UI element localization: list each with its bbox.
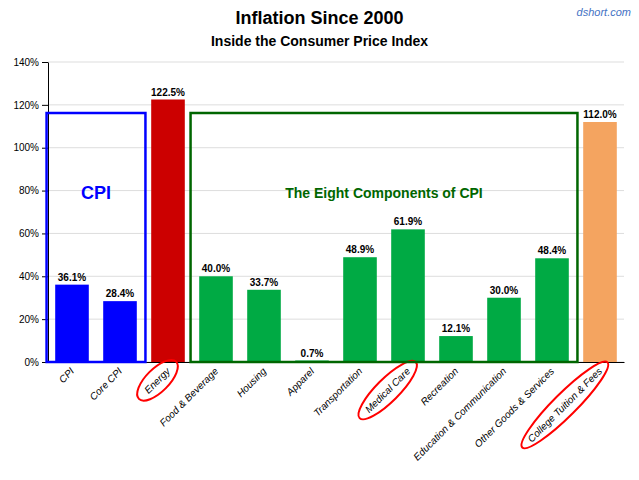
x-tick: Housing xyxy=(235,365,269,399)
y-tick: 140% xyxy=(13,57,48,68)
watermark: dshort.com xyxy=(577,6,631,18)
grid xyxy=(48,62,624,362)
x-tick: Medical Care xyxy=(351,354,423,426)
data-label: 28.4% xyxy=(106,288,134,299)
y-tick-label: 80% xyxy=(19,185,39,196)
y-tick-label: 0% xyxy=(25,357,40,368)
x-tick-label: CPI xyxy=(57,365,77,385)
x-tick: Transportation xyxy=(311,365,364,418)
x-tick: Other Goods & Services xyxy=(472,366,556,450)
y-tick-mark xyxy=(42,62,48,63)
bars xyxy=(55,100,617,363)
data-labels: 36.1% 28.4% 122.5% 40.0% 33.7% 0.7% 48.9% 61.9%… xyxy=(58,87,617,359)
group-box xyxy=(191,113,578,362)
data-label: 48.9% xyxy=(346,244,374,255)
y-tick-label: 100% xyxy=(13,142,39,153)
x-axis: CPI Core CPI EnergyFood & Beverage Housing A… xyxy=(49,354,625,463)
bar xyxy=(151,100,185,363)
y-tick: 0% xyxy=(25,357,48,368)
subtitle: Inside the Consumer Price Index xyxy=(211,33,428,49)
x-tick-label: Food & Beverage xyxy=(157,365,220,428)
y-tick-mark xyxy=(42,105,48,106)
group-box xyxy=(47,113,146,362)
bar xyxy=(247,290,281,362)
x-tick-label: Transportation xyxy=(311,365,364,418)
grid-line xyxy=(48,104,624,105)
data-label: 12.1% xyxy=(442,323,470,334)
y-tick-label: 60% xyxy=(19,228,39,239)
y-tick: 80% xyxy=(19,185,48,196)
chart: Inflation Since 2000 Inside the Consumer … xyxy=(0,0,639,480)
x-tick: Recreation xyxy=(418,365,460,407)
x-tick: Education & Communication xyxy=(411,365,508,462)
bar xyxy=(439,336,473,362)
data-label: 61.9% xyxy=(394,216,422,227)
x-tick: Apparel xyxy=(283,365,316,398)
y-tick-label: 20% xyxy=(19,314,39,325)
data-label: 112.0% xyxy=(583,109,616,120)
x-tick-label: Other Goods & Services xyxy=(472,366,556,450)
bar xyxy=(103,301,137,362)
x-tick-label: College Tuition & Fees xyxy=(525,366,604,445)
y-tick-label: 40% xyxy=(19,271,39,282)
plot: 0% 20% 40% 60% 80% 100% 120% 140% CPI Core CPI Ene… xyxy=(13,57,624,463)
x-tick-label: Medical Care xyxy=(363,365,413,415)
y-tick-label: 120% xyxy=(13,100,39,111)
y-tick: 60% xyxy=(19,228,48,239)
box-label: The Eight Components of CPI xyxy=(285,185,483,201)
grid-line xyxy=(48,62,624,63)
data-label: 40.0% xyxy=(202,263,230,274)
highlight-ellipse xyxy=(514,354,615,455)
y-tick: 120% xyxy=(13,100,48,111)
bar xyxy=(583,122,617,362)
grid-line xyxy=(48,147,624,148)
x-tick: CPI xyxy=(57,365,77,385)
y-tick: 40% xyxy=(19,271,48,282)
bar xyxy=(391,229,425,362)
x-tick-label: Apparel xyxy=(283,365,316,398)
data-label: 36.1% xyxy=(58,272,86,283)
y-tick: 20% xyxy=(19,314,48,325)
data-label: 30.0% xyxy=(490,285,518,296)
bar xyxy=(535,258,569,362)
data-label: 48.4% xyxy=(538,245,566,256)
x-tick: College Tuition & Fees xyxy=(514,354,615,455)
x-tick-label: Energy xyxy=(142,365,173,396)
x-tick: Food & Beverage xyxy=(157,365,220,428)
y-axis: 0% 20% 40% 60% 80% 100% 120% 140% xyxy=(13,57,48,368)
x-tick-label: Recreation xyxy=(418,365,460,407)
x-tick-label: Core CPI xyxy=(87,365,124,402)
y-tick: 100% xyxy=(13,142,48,153)
data-label: 122.5% xyxy=(151,87,185,98)
title: Inflation Since 2000 xyxy=(235,8,403,28)
x-tick-label: Education & Communication xyxy=(411,365,508,462)
annotations: CPI The Eight Components of CPI xyxy=(47,113,578,362)
bar xyxy=(199,276,233,362)
data-label: 0.7% xyxy=(301,348,324,359)
x-tick-label: Housing xyxy=(235,365,269,399)
grid-line xyxy=(48,233,624,234)
y-tick-label: 140% xyxy=(13,57,39,68)
y-axis-line xyxy=(48,63,49,363)
bar xyxy=(343,257,377,362)
highlight-ellipse xyxy=(351,354,423,426)
x-tick: Core CPI xyxy=(87,365,124,402)
bar xyxy=(55,285,89,362)
box-label: CPI xyxy=(81,183,111,203)
data-label: 33.7% xyxy=(250,277,278,288)
bar xyxy=(487,298,521,362)
